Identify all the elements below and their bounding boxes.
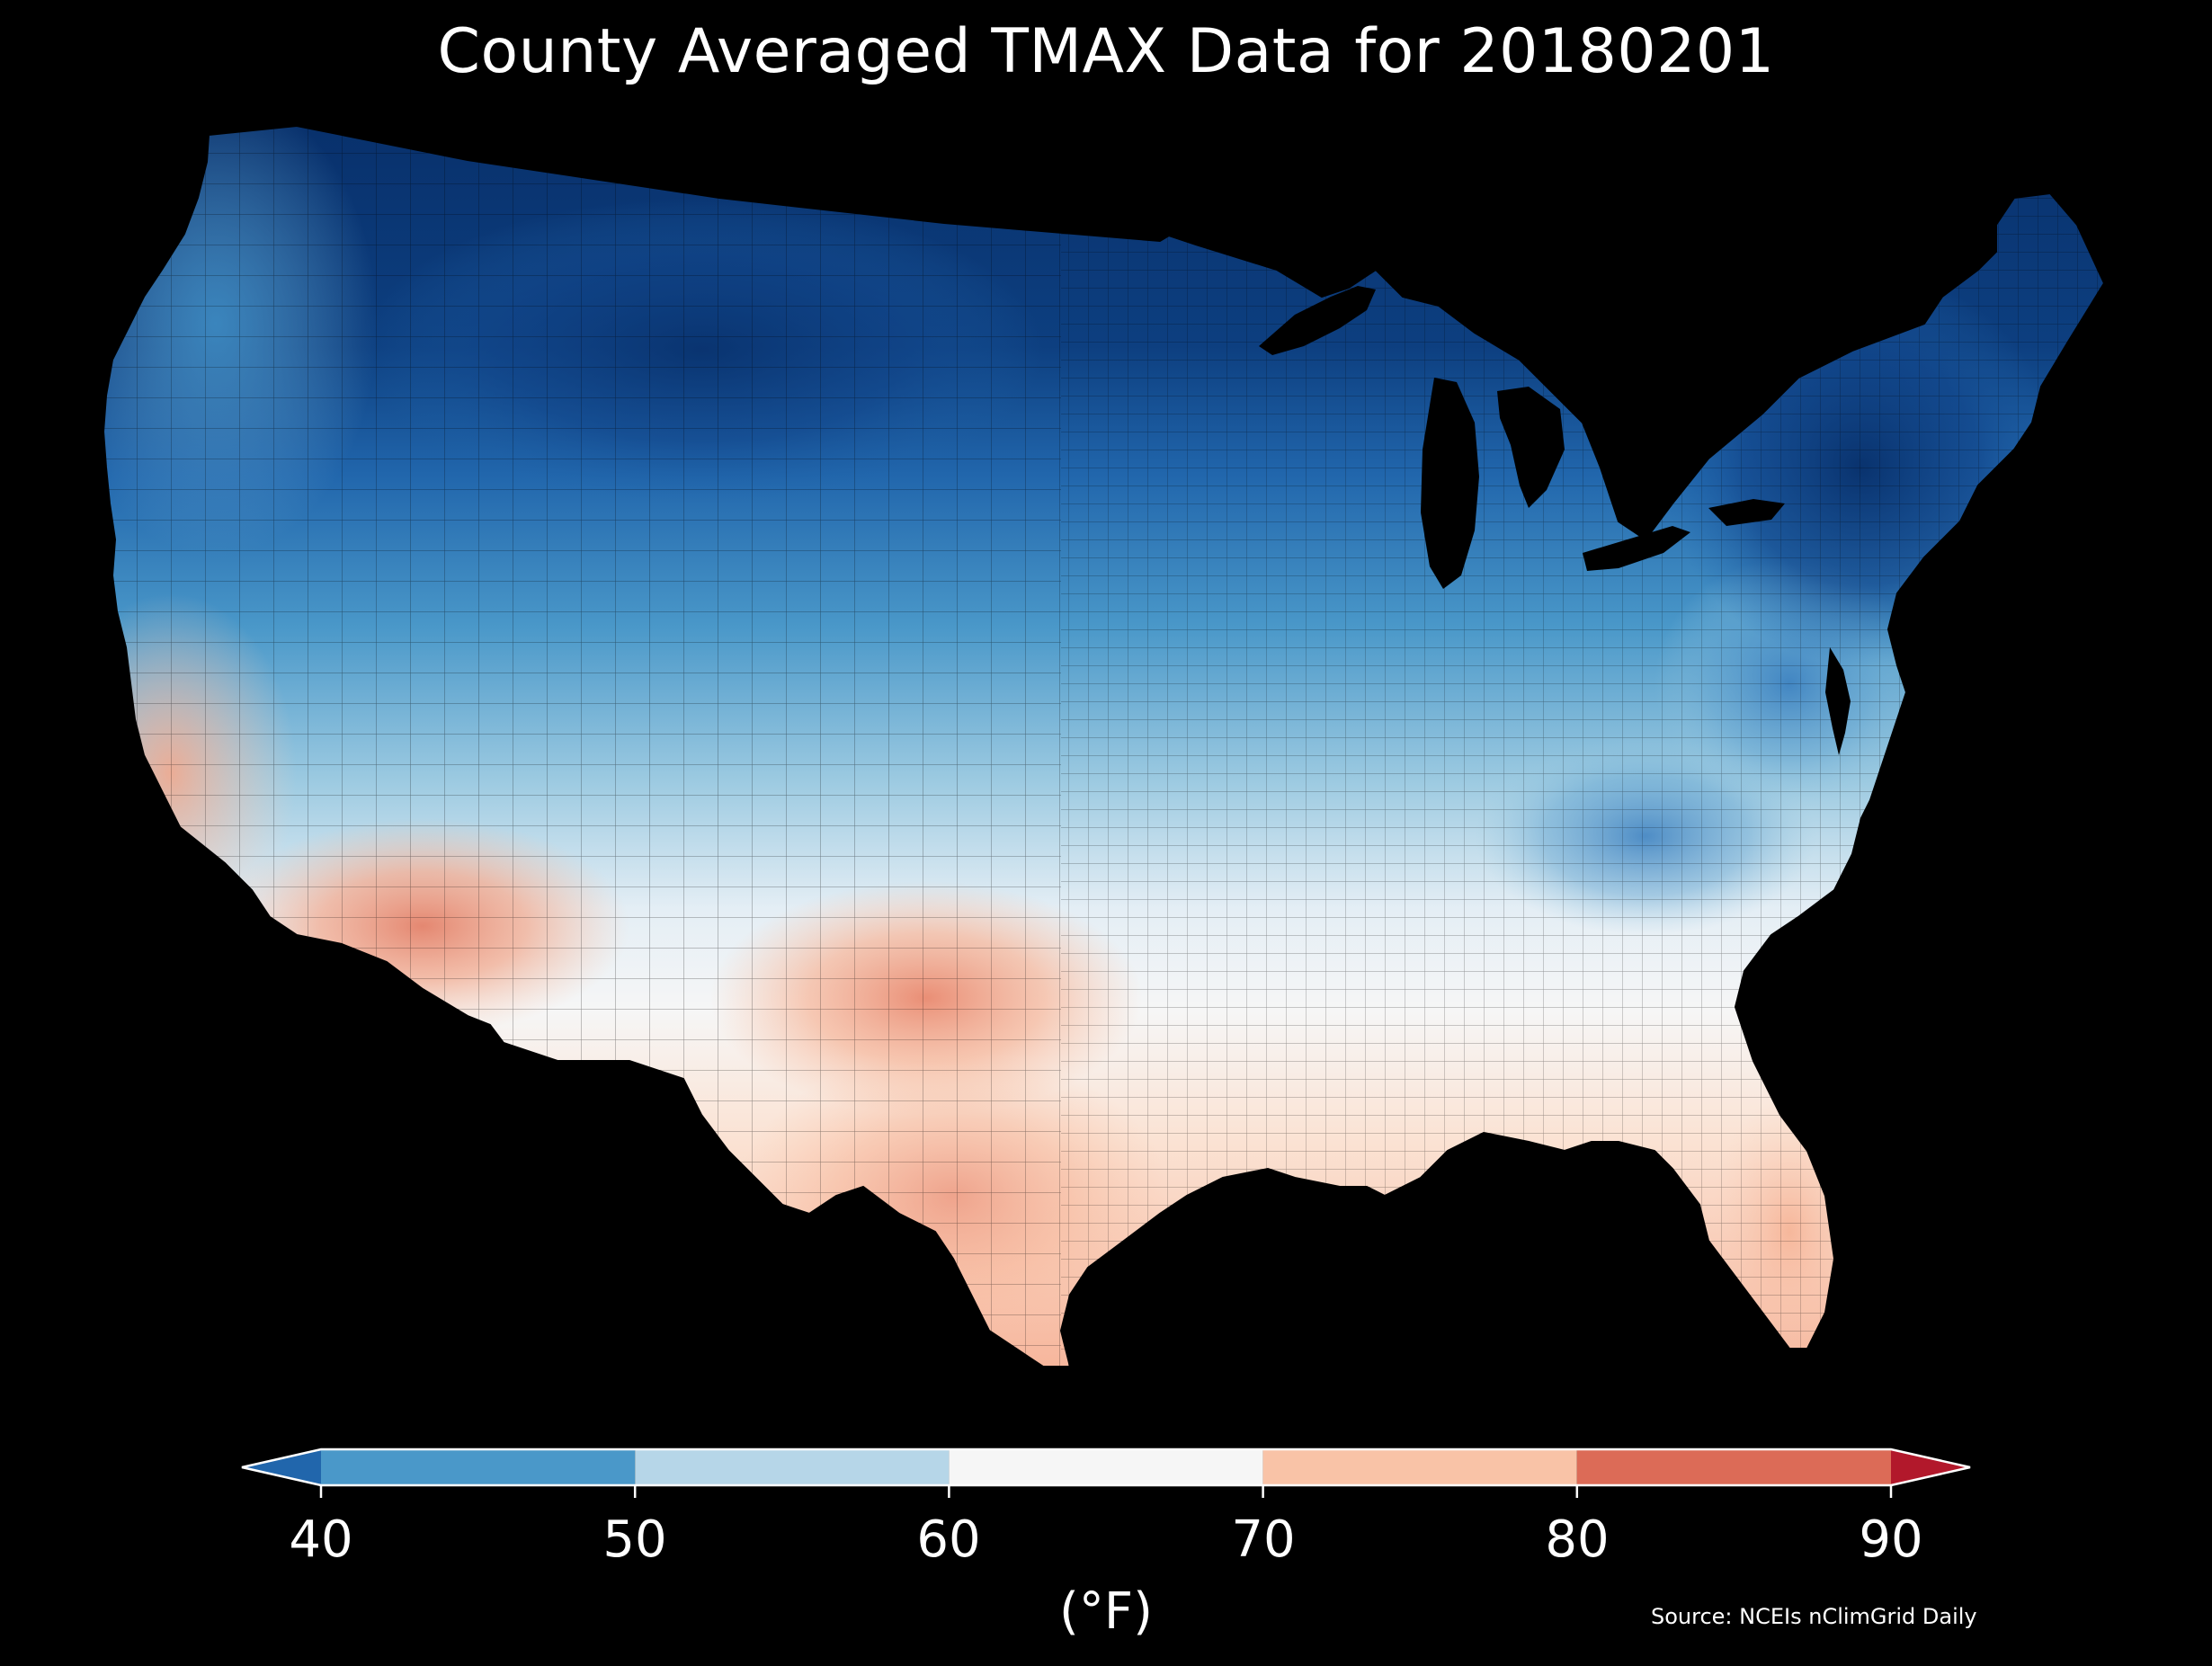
colorbar-over-arrow — [1891, 1449, 1970, 1485]
colorbar-tick-label: 90 — [1859, 1510, 1923, 1569]
lake-ontario — [1708, 499, 1785, 526]
colorbar-bin — [321, 1449, 636, 1485]
lake-michigan — [1421, 378, 1479, 589]
lake-huron — [1497, 387, 1565, 508]
lake-superior — [1259, 286, 1376, 355]
source-credit: Source: NCEIs nClimGrid Daily — [1651, 1604, 1977, 1629]
colorbar-bin — [1262, 1449, 1577, 1485]
colorbar-tick-label: 60 — [916, 1510, 981, 1569]
colorbar-tick-label: 40 — [289, 1510, 353, 1569]
colorbar-bin — [949, 1449, 1263, 1485]
colorbar-tick-label: 80 — [1545, 1510, 1610, 1569]
us-outline — [102, 124, 2106, 1368]
colorbar-under-arrow — [242, 1449, 321, 1485]
lake-erie — [1583, 526, 1690, 571]
colorbar-tick-label: 70 — [1231, 1510, 1296, 1569]
colorbar-bin — [635, 1449, 950, 1485]
colorbar-bin — [1576, 1449, 1891, 1485]
colorbar-unit-label: (°F) — [1059, 1582, 1153, 1641]
map-title: County Averaged TMAX Data for 20180201 — [437, 16, 1775, 87]
colorbar-tick-label: 50 — [602, 1510, 667, 1569]
chesapeake-bay — [1825, 647, 1851, 755]
